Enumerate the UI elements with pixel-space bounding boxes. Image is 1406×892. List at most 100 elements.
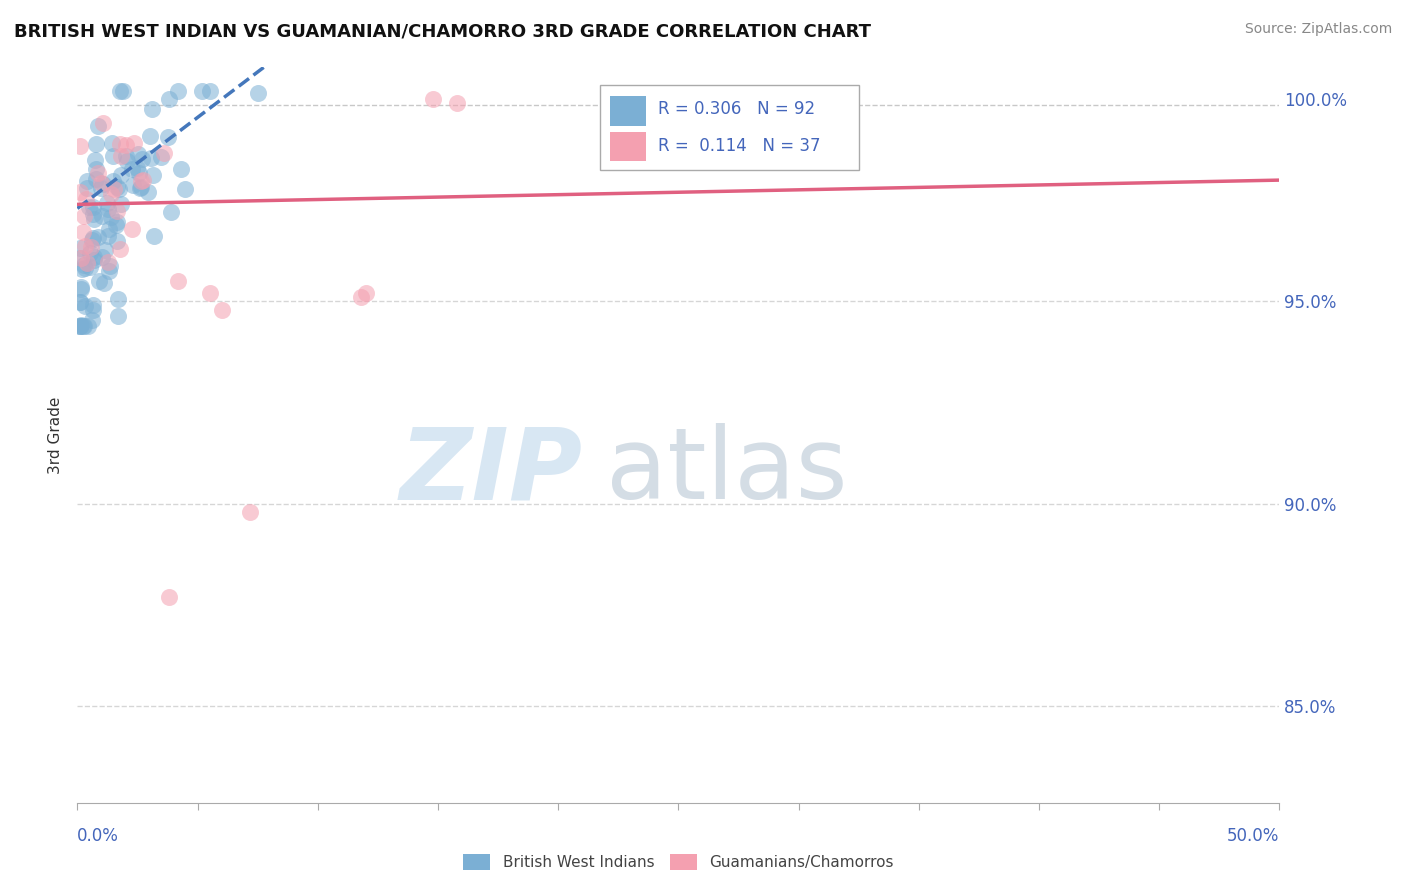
Point	[90, 177, 112, 191]
Point	[69, 295, 91, 310]
Point	[77, 318, 100, 333]
Point	[132, 173, 155, 187]
Point	[97, 254, 120, 268]
Point	[127, 161, 149, 175]
Point	[69, 185, 91, 199]
Point	[82, 313, 104, 327]
Point	[239, 505, 262, 519]
Point	[76, 180, 98, 194]
Point	[157, 92, 180, 106]
Point	[141, 102, 163, 116]
Point	[96, 196, 118, 211]
Point	[142, 229, 165, 244]
Point	[110, 149, 132, 163]
Text: ZIP: ZIP	[399, 423, 582, 520]
Point	[97, 264, 120, 278]
Point	[152, 145, 174, 160]
Point	[87, 274, 110, 288]
Point	[73, 318, 96, 333]
Text: Source: ZipAtlas.com: Source: ZipAtlas.com	[1244, 22, 1392, 37]
Point	[91, 250, 114, 264]
Point	[108, 182, 131, 196]
Point	[97, 202, 120, 216]
Point	[128, 166, 150, 180]
Point	[159, 205, 181, 219]
Point	[83, 153, 105, 167]
Bar	[610, 132, 645, 161]
Point	[75, 192, 97, 206]
Point	[82, 233, 104, 247]
Point	[108, 84, 131, 98]
Point	[157, 129, 180, 144]
Point	[82, 298, 104, 312]
Point	[174, 181, 197, 195]
Point	[69, 294, 91, 309]
Point	[110, 242, 132, 256]
Point	[90, 209, 112, 223]
Point	[75, 239, 97, 253]
Point	[69, 318, 91, 333]
Point	[127, 146, 149, 161]
Point	[79, 200, 101, 214]
Point	[87, 166, 110, 180]
Point	[69, 138, 91, 153]
Point	[198, 84, 221, 98]
Point	[93, 276, 115, 290]
Point	[107, 292, 129, 306]
Point	[73, 258, 96, 272]
Point	[97, 228, 120, 243]
Point	[72, 318, 94, 333]
Point	[103, 174, 125, 188]
Point	[100, 187, 122, 202]
Point	[104, 218, 127, 232]
Point	[70, 318, 93, 332]
Point	[122, 136, 145, 150]
Point	[131, 174, 153, 188]
Point	[83, 250, 105, 264]
Point	[246, 86, 269, 100]
Legend: British West Indians, Guamanians/Chamorros: British West Indians, Guamanians/Chamorr…	[457, 848, 900, 876]
Point	[70, 251, 93, 265]
Point	[105, 180, 128, 194]
Point	[70, 262, 93, 277]
FancyBboxPatch shape	[600, 86, 859, 170]
Point	[70, 282, 93, 296]
Point	[84, 171, 107, 186]
Text: BRITISH WEST INDIAN VS GUAMANIAN/CHAMORRO 3RD GRADE CORRELATION CHART: BRITISH WEST INDIAN VS GUAMANIAN/CHAMORR…	[14, 22, 872, 40]
Point	[94, 244, 117, 258]
Text: 0.0%: 0.0%	[77, 827, 120, 845]
Point	[211, 302, 233, 317]
Point	[82, 302, 104, 317]
Point	[69, 251, 91, 265]
Point	[72, 225, 94, 239]
Text: R = 0.306   N = 92: R = 0.306 N = 92	[658, 100, 815, 118]
Point	[69, 318, 91, 333]
Point	[86, 161, 108, 176]
Point	[82, 200, 104, 214]
Point	[115, 149, 138, 163]
Point	[101, 149, 124, 163]
Y-axis label: 3rd Grade: 3rd Grade	[48, 396, 63, 474]
Point	[121, 178, 143, 193]
Point	[142, 168, 165, 182]
Point	[91, 177, 114, 191]
Point	[128, 180, 150, 194]
Point	[70, 280, 93, 294]
Point	[76, 174, 98, 188]
Point	[69, 242, 91, 256]
Point	[76, 256, 98, 270]
Point	[107, 203, 129, 218]
Point	[110, 168, 132, 182]
Point	[79, 260, 101, 275]
Point	[98, 222, 121, 236]
Point	[129, 179, 152, 194]
Point	[111, 84, 134, 98]
Point	[110, 197, 132, 211]
Point	[105, 214, 128, 228]
Point	[170, 162, 193, 177]
Bar	[610, 96, 645, 126]
Point	[107, 309, 129, 323]
Point	[100, 259, 122, 273]
Point	[82, 206, 104, 220]
Point	[121, 162, 143, 177]
